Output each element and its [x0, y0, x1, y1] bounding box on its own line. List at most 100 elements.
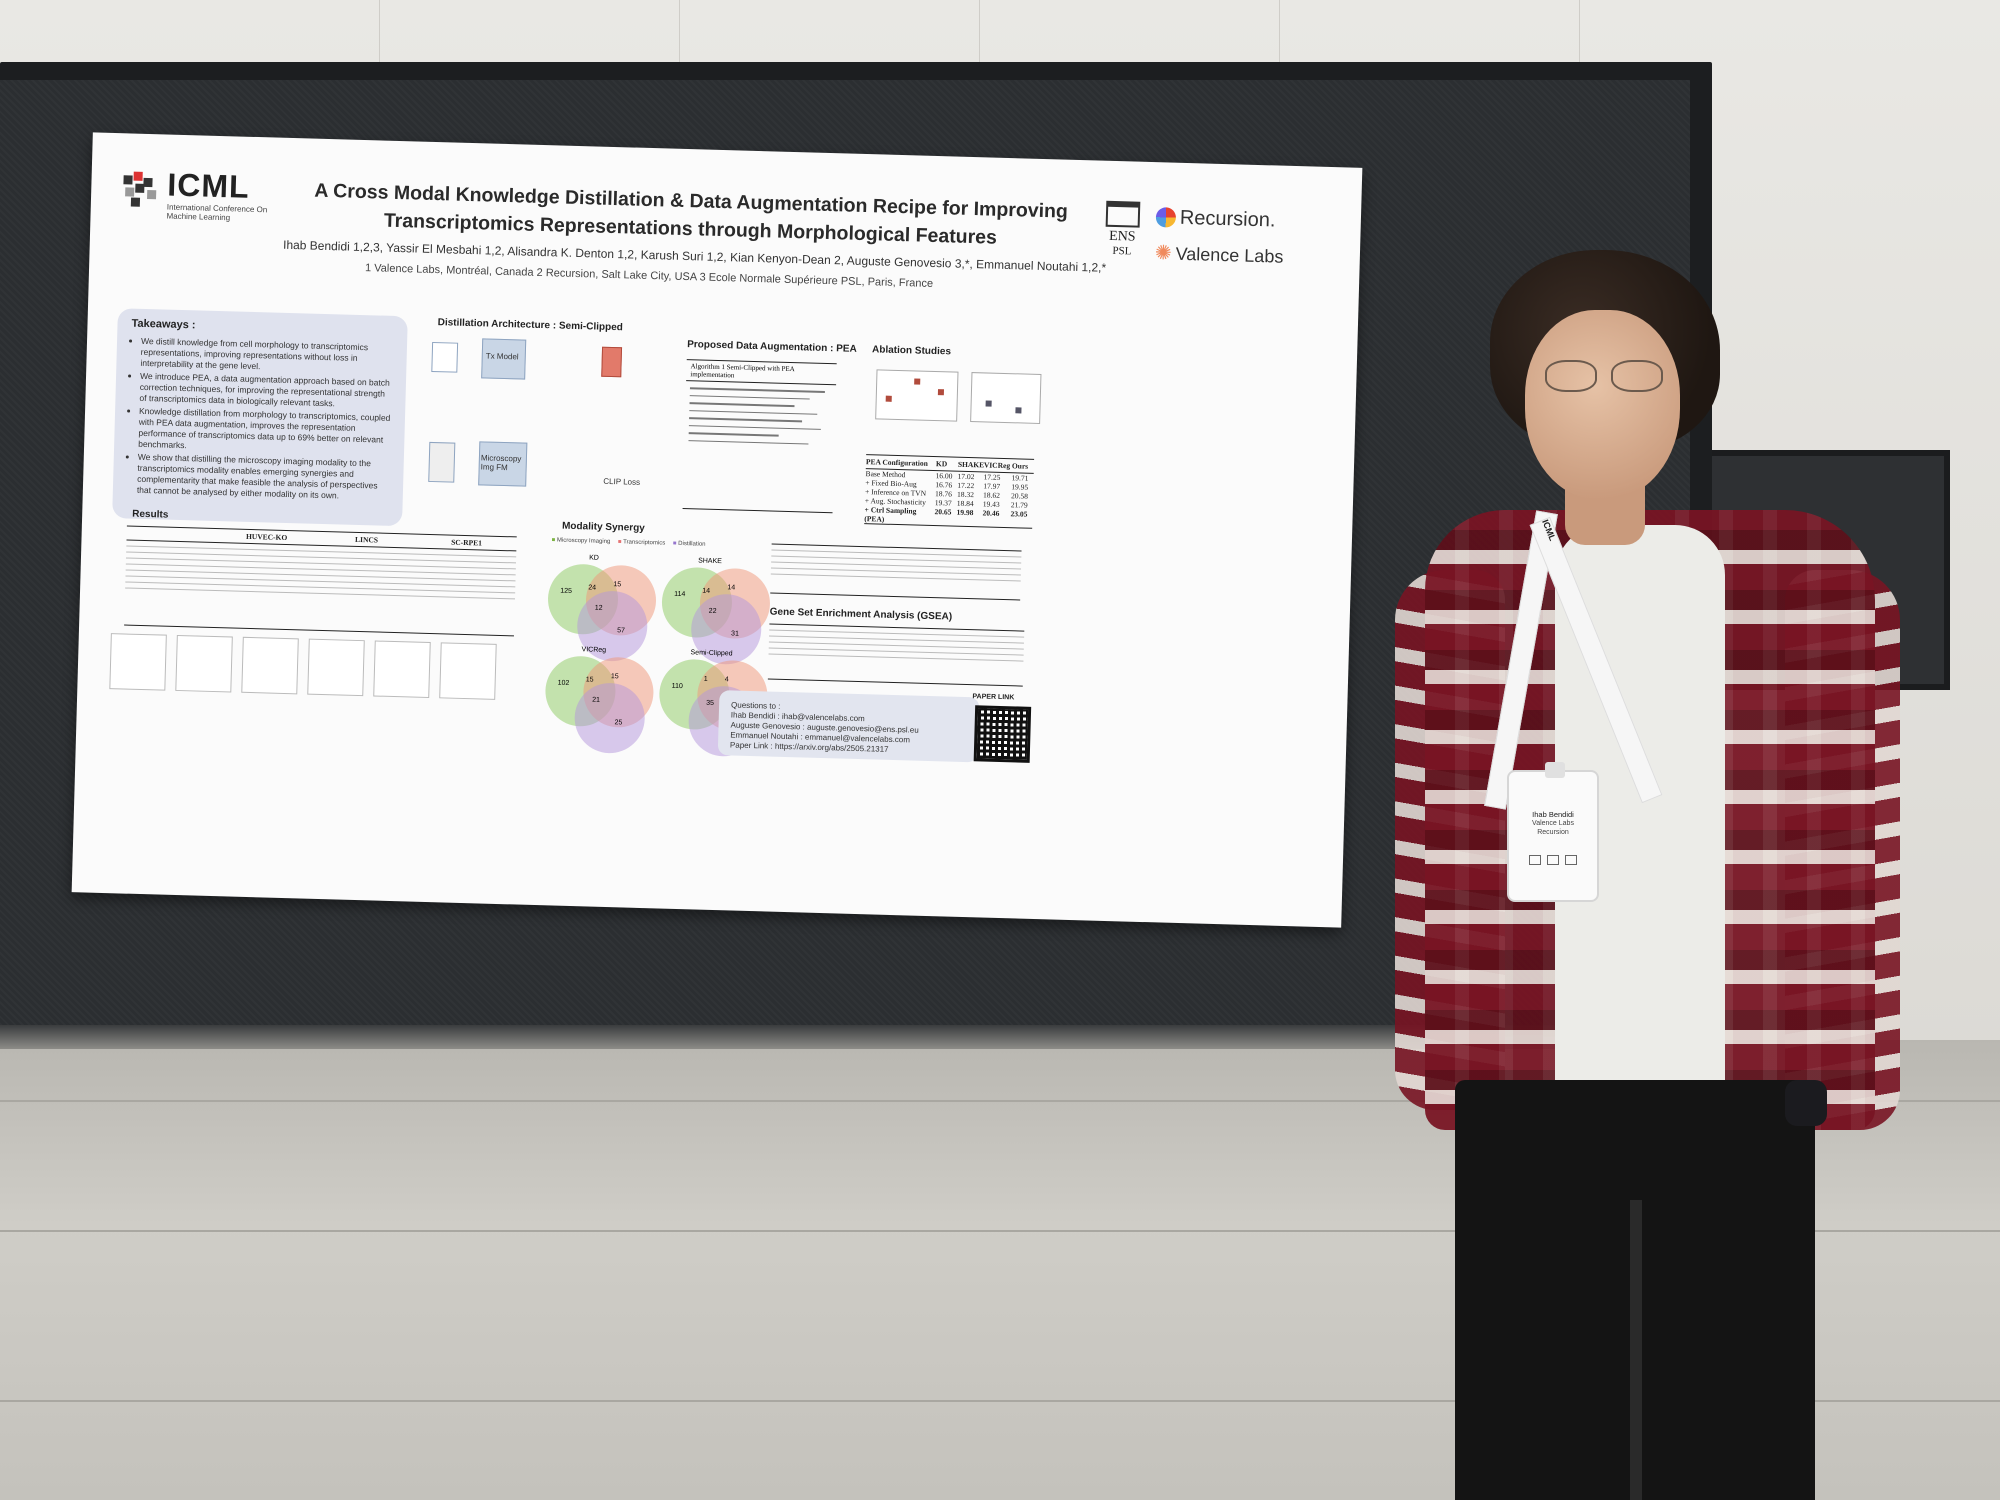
results-group-label: HUVEC-KO — [245, 531, 288, 543]
venn-count: 15 — [585, 676, 594, 684]
takeaways-box: Takeaways : We distill knowledge from ce… — [112, 308, 408, 527]
venn-count: 24 — [588, 584, 597, 592]
algo-line — [689, 417, 802, 422]
pea-table-row: + Ctrl Sampling (PEA) 20.65 19.98 20.46 … — [864, 505, 1032, 528]
valence-label: Valence Labs — [1175, 243, 1284, 267]
venn-legend-item: Transcriptomics — [623, 539, 666, 547]
section-synergy: Modality Synergy — [561, 520, 645, 534]
venn-count: 125 — [560, 587, 573, 595]
algo-line — [689, 402, 795, 407]
ens-psl-logo: ENS PSL — [1099, 200, 1145, 272]
results-plot — [439, 642, 497, 700]
pea-header-cell: SHAKE — [957, 459, 985, 470]
results-plot — [241, 636, 299, 695]
wall-panel — [980, 0, 1280, 90]
section-gsea: Gene Set Enrichment Analysis (GSEA) — [769, 606, 953, 623]
gsea-row — [768, 653, 1024, 662]
venn-diagram-vicreg: VICReg 102 15 15 21 25 — [544, 645, 676, 755]
floor-joint — [0, 1400, 2000, 1402]
tx-model-label: Tx Model — [485, 351, 519, 362]
ens-building-icon — [1105, 200, 1141, 228]
results-row — [125, 557, 516, 570]
glasses-icon — [1545, 360, 1665, 394]
watch-icon — [1785, 1080, 1827, 1126]
venn-count: 57 — [617, 627, 626, 635]
microscope-image — [428, 441, 456, 483]
wall-panel — [120, 0, 380, 90]
pea-header-cell: VICReg — [983, 460, 1011, 471]
venn-count: 21 — [592, 696, 601, 704]
venn-count: 14 — [702, 587, 711, 595]
results-row — [125, 569, 516, 582]
badge-org-2: Recursion — [1537, 829, 1569, 836]
pea-cell: 20.65 — [934, 507, 952, 517]
venn-count: 22 — [708, 607, 717, 616]
takeaway-item: Knowledge distillation from morphology t… — [138, 406, 391, 457]
venn-count: 1 — [703, 675, 708, 683]
section-augmentation: Proposed Data Augmentation : PEA — [687, 339, 857, 355]
badge-clip — [1545, 762, 1565, 778]
icml-logo: ICML International Conference On Machine… — [118, 163, 280, 227]
venn-label: VICReg — [581, 646, 607, 654]
results-row — [125, 587, 516, 600]
wall-panel — [680, 0, 980, 90]
algo-line — [689, 394, 810, 400]
name-badge: Ihab Bendidi Valence Labs Recursion — [1507, 762, 1599, 902]
venn-count: 15 — [610, 673, 619, 681]
floor-joint — [0, 1100, 2000, 1102]
sponsor-logos: ENS PSL Recursion. ✺ Valence Labs — [1099, 200, 1341, 288]
venn-count: 114 — [674, 590, 686, 599]
microscopy-fm-label: Microscopy Img FM — [480, 453, 522, 473]
psl-label: PSL — [1112, 244, 1132, 258]
venn-legend-item: Microscopy Imaging — [556, 537, 611, 546]
badge-icon — [1529, 855, 1541, 865]
results-row — [126, 551, 517, 564]
icml-wordmark: ICML — [166, 166, 251, 205]
section-results: Results — [132, 508, 169, 521]
results-plot — [373, 640, 431, 699]
venn-label: KD — [589, 554, 599, 562]
algo-line — [688, 439, 809, 445]
badge-icon — [1565, 855, 1577, 865]
ablation-marker — [1015, 407, 1022, 414]
algorithm-box: Algorithm 1 Semi-Clipped with PEA implem… — [682, 359, 837, 514]
recursion-label: Recursion. — [1179, 206, 1276, 232]
results-row — [125, 575, 516, 588]
venn-label: SHAKE — [698, 557, 722, 566]
section-distillation: Distillation Architecture : Semi-Clipped — [437, 317, 623, 334]
badge-org: Valence Labs — [1532, 820, 1574, 827]
clip-loss-label: CLIP Loss — [603, 476, 641, 487]
ens-label: ENS — [1108, 228, 1136, 245]
pants-leg-gap — [1630, 1200, 1642, 1500]
takeaway-item: We distill knowledge from cell morpholog… — [140, 336, 393, 376]
presenter: ICML Ihab Bendidi Valence Labs Recursion — [1395, 250, 1915, 1500]
venn-count: 110 — [671, 682, 683, 691]
algo-line — [688, 424, 821, 430]
badge-name: Ihab Bendidi — [1532, 810, 1574, 819]
results-plot — [175, 634, 233, 693]
venn-circle — [573, 682, 646, 755]
pea-cell: + Ctrl Sampling (PEA) — [864, 505, 917, 524]
pea-header-cell: PEA Configuration — [865, 457, 928, 468]
pea-cell: 23.05 — [1010, 509, 1028, 519]
takeaway-item: We introduce PEA, a data augmentation ap… — [139, 371, 392, 411]
takeaways-heading: Takeaways : — [131, 317, 196, 332]
venn-label: Semi-Clipped — [690, 649, 733, 658]
pea-header-cell: KD — [935, 459, 948, 469]
research-poster: ICML International Conference On Machine… — [71, 132, 1363, 928]
ablation-marker — [985, 400, 992, 407]
badge-icon — [1547, 855, 1559, 865]
valence-labs-logo: ✺ Valence Labs — [1155, 240, 1284, 269]
transcriptomics-input — [431, 341, 459, 373]
glasses-lens — [1545, 360, 1597, 392]
takeaway-item: We show that distilling the microscopy i… — [137, 452, 390, 503]
face — [1525, 310, 1680, 500]
ablation-marker — [914, 378, 921, 385]
icml-subtitle: International Conference On Machine Lear… — [166, 202, 268, 223]
qr-code-icon — [973, 705, 1032, 763]
questions-box: Questions to : Ihab Bendidi : ihab@valen… — [717, 690, 980, 763]
venn-legend: ■ Microscopy Imaging ■ Transcriptomics ■… — [551, 537, 706, 548]
distillation-diagram: Tx Model Microscopy Img FM CLIP Loss — [418, 332, 648, 513]
venn-count: 12 — [594, 604, 603, 612]
valence-star-icon: ✺ — [1154, 242, 1172, 265]
